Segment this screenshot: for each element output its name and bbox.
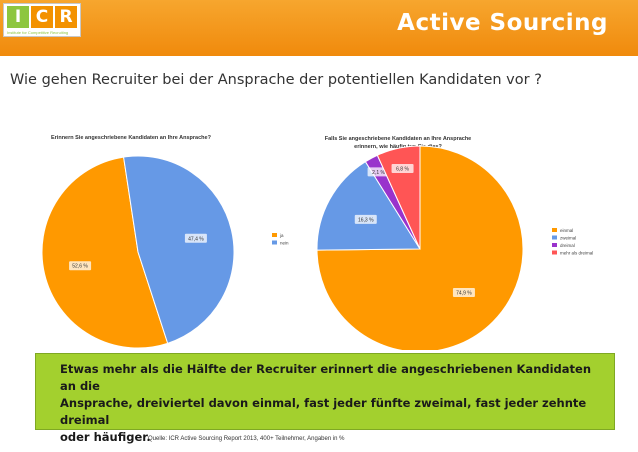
logo-letter-c: C: [31, 6, 53, 28]
pie-2-slice-zweimal: [316, 160, 421, 251]
chart-title-1-line-1: Erinnern Sie angeschriebene Kandidaten a…: [51, 135, 212, 141]
legend-2-swatch-4: [552, 250, 557, 255]
pie-2-label-bg-1: [452, 287, 475, 297]
pie-1-value-label-2: 47,4 %: [188, 236, 204, 242]
legend-1-swatch-2: [272, 240, 277, 245]
legend-1-label-1: ja: [279, 233, 284, 238]
legend-2-label-4: mehr als dreimal: [560, 251, 593, 256]
legend-2-label-2: zweimal: [560, 236, 576, 241]
logo-subtitle: Institute for Competitive Recruiting: [7, 30, 69, 35]
legend-1-swatch-1: [272, 233, 277, 237]
pie-2-label-bg-2: [354, 214, 377, 224]
summary-callout: Etwas mehr als die Hälfte der Recruiter …: [35, 353, 615, 444]
pie-2-value-label-4: 6,8 %: [396, 166, 409, 172]
legend-2-swatch-2: [552, 235, 557, 240]
pie-2-slice-einmal: [316, 145, 524, 353]
legend-2-swatch-3: [552, 243, 557, 247]
pie-1-slice-ja: [41, 156, 169, 349]
pie-1-label-bg-2: [184, 233, 207, 243]
pie-2-value-label-1: 74,9 %: [456, 290, 472, 296]
pie-2-value-label-2: 16,3 %: [358, 217, 374, 223]
chart-title-2-line-1: Falls Sie angeschriebene Kandidaten an I…: [325, 136, 472, 142]
header-bar: I C R Institute for Competitive Recruiti…: [0, 0, 638, 56]
chart-panel: Erinnern Sie angeschriebene Kandidaten a…: [35, 128, 610, 353]
pie-1-value-label-1: 52,6 %: [72, 264, 88, 270]
icr-logo: I C R Institute for Competitive Recruiti…: [3, 3, 81, 37]
legend-2-swatch-1: [552, 228, 557, 232]
source-note: Quelle: ICR Active Sourcing Report 2013,…: [148, 436, 345, 442]
legend-2-label-3: dreimal: [560, 243, 575, 248]
callout-line-2: Ansprache, dreiviertel davon einmal, fas…: [60, 396, 587, 427]
logo-letter-i: I: [7, 6, 29, 28]
page-subtitle: Wie gehen Recruiter bei der Ansprache de…: [10, 72, 542, 88]
callout-line-3: oder häufiger.: [60, 430, 151, 444]
pie-1-slice-nein: [123, 155, 235, 344]
pie-charts: Erinnern Sie angeschriebene Kandidaten a…: [41, 135, 593, 353]
pie-2-label-bg-4: [391, 163, 414, 173]
logo-letter-r: R: [55, 6, 77, 28]
legend-1-label-2: nein: [280, 241, 289, 246]
legend-2-label-1: einmal: [560, 228, 573, 233]
pie-1-label-bg-1: [69, 261, 92, 271]
pie-2-value-label-3: 2,1 %: [372, 170, 385, 176]
chart-title-2-line-2: erinnern, wie häufig tun Sie dies?: [354, 144, 442, 150]
header-title: Active Sourcing: [397, 10, 608, 36]
callout-line-1: Etwas mehr als die Hälfte der Recruiter …: [60, 362, 592, 393]
